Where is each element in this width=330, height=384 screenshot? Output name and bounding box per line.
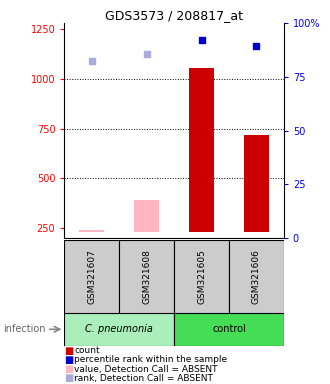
Text: ■: ■	[64, 346, 74, 356]
Text: rank, Detection Call = ABSENT: rank, Detection Call = ABSENT	[74, 374, 213, 383]
Text: ■: ■	[64, 355, 74, 365]
Bar	[64, 240, 119, 313]
Text: value, Detection Call = ABSENT: value, Detection Call = ABSENT	[74, 364, 218, 374]
Text: GSM321608: GSM321608	[142, 249, 151, 304]
Text: GSM321605: GSM321605	[197, 249, 206, 304]
Text: control: control	[212, 324, 246, 334]
Bar	[189, 68, 214, 232]
Bar	[244, 134, 269, 232]
Text: ■: ■	[64, 373, 74, 383]
Bar	[119, 240, 174, 313]
Point	[199, 37, 204, 43]
Bar	[174, 240, 229, 313]
Bar	[174, 313, 284, 346]
Title: GDS3573 / 208817_at: GDS3573 / 208817_at	[105, 9, 243, 22]
Bar	[229, 240, 284, 313]
Text: infection: infection	[3, 324, 46, 334]
Text: ■: ■	[64, 364, 74, 374]
Text: GSM321606: GSM321606	[252, 249, 261, 304]
Point	[144, 51, 149, 57]
Bar	[80, 230, 104, 232]
Text: C. pneumonia: C. pneumonia	[85, 324, 153, 334]
Point	[254, 43, 259, 49]
Bar	[134, 200, 159, 232]
Text: percentile rank within the sample: percentile rank within the sample	[74, 355, 227, 364]
Point	[89, 58, 94, 64]
Text: GSM321607: GSM321607	[87, 249, 96, 304]
Bar	[64, 313, 174, 346]
Text: count: count	[74, 346, 100, 355]
